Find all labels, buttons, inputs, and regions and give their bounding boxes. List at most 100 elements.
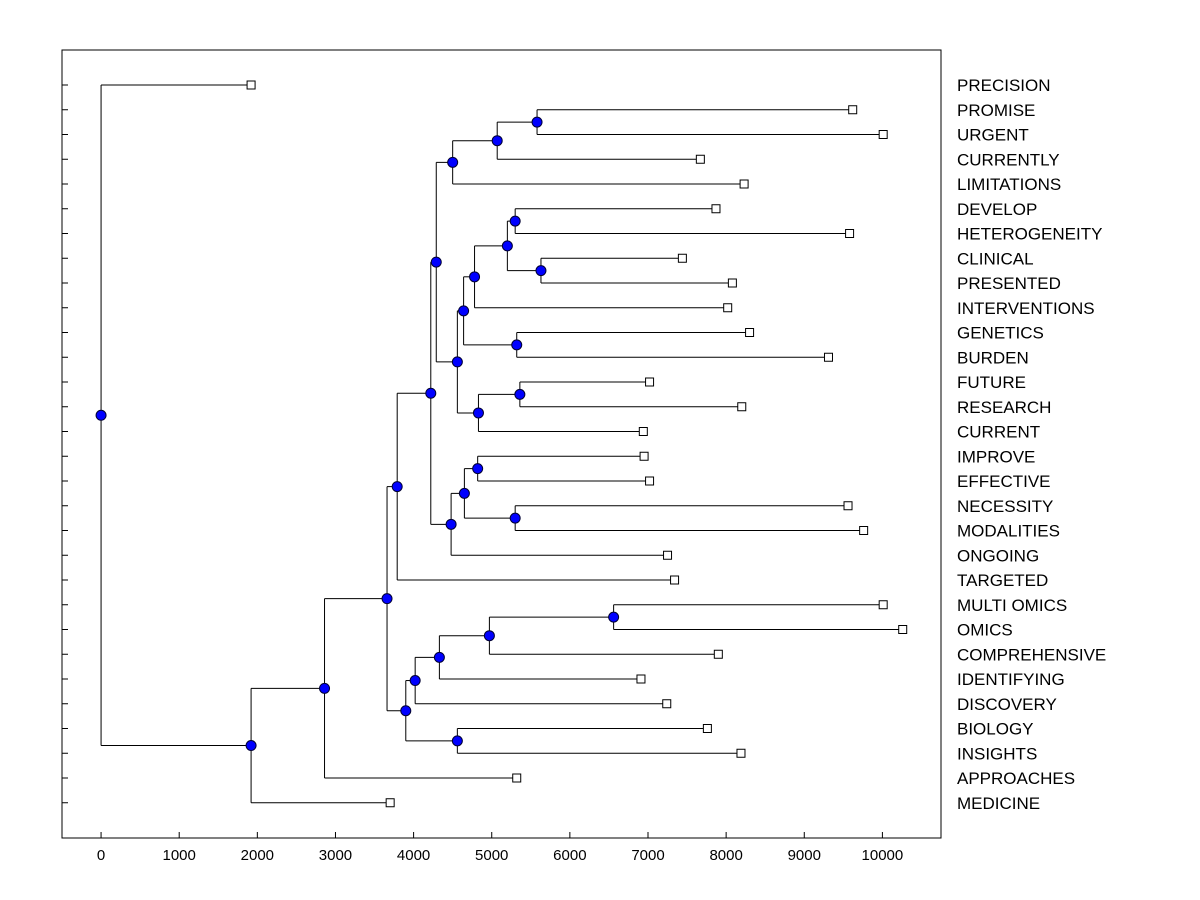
merge-node-n16	[458, 487, 470, 499]
leaf-label: MEDICINE	[957, 794, 1040, 813]
merge-node-n20	[608, 611, 620, 623]
leaf-marker-16	[645, 476, 655, 486]
leaf-label: IDENTIFYING	[957, 670, 1065, 689]
leaf-marker-14	[638, 427, 648, 436]
leaf-marker-24	[636, 674, 646, 684]
x-tick-label-4000: 4000	[397, 847, 430, 864]
x-tick-label-9000: 9000	[788, 847, 821, 864]
x-tick-label-10000: 10000	[862, 847, 904, 864]
x-tick-label-5000: 5000	[475, 847, 508, 864]
leaf-label: HETEROGENEITY	[957, 225, 1102, 244]
leaf-marker-12	[645, 377, 655, 387]
merge-node-n2	[491, 135, 503, 147]
x-tick-label-2000: 2000	[241, 847, 274, 864]
merge-node-n14	[472, 463, 484, 475]
merge-node-n8	[511, 339, 523, 351]
leaf-label: PRECISION	[957, 76, 1051, 95]
leaf-label: PRESENTED	[957, 274, 1061, 293]
merge-node-n15	[509, 512, 521, 524]
merge-node-n12	[451, 356, 463, 368]
x-tick-label-3000: 3000	[319, 847, 352, 864]
merge-node-n11	[472, 407, 484, 419]
leaf-label: OMICS	[957, 621, 1013, 640]
leaf-label: BURDEN	[957, 348, 1029, 367]
leaf-marker-13	[737, 402, 747, 412]
leaf-marker-2	[878, 130, 888, 139]
leaf-label: CLINICAL	[957, 249, 1034, 268]
x-tick-label-8000: 8000	[709, 847, 742, 864]
merge-node-n21	[483, 630, 495, 642]
merge-node-n19	[391, 481, 403, 493]
leaf-marker-7	[677, 253, 687, 263]
merge-node-n28	[245, 740, 257, 752]
merge-node-n6	[501, 240, 513, 252]
leaf-marker-3	[695, 154, 705, 164]
leaf-label: IMPROVE	[957, 447, 1035, 466]
leaf-label: RESEARCH	[957, 398, 1051, 417]
merge-node-n29	[95, 409, 107, 421]
merge-node-n7	[469, 271, 481, 283]
plot-frame	[61, 49, 942, 839]
leaf-label: APPROACHES	[957, 769, 1075, 788]
leaf-label: INTERVENTIONS	[957, 299, 1095, 318]
x-tick-label-6000: 6000	[553, 847, 586, 864]
merge-node-n17	[445, 518, 457, 530]
leaf-marker-10	[745, 328, 755, 337]
leaf-marker-6	[845, 229, 855, 238]
merge-node-n27	[319, 682, 331, 694]
leaf-label: COMPREHENSIVE	[957, 645, 1106, 664]
leaf-markers	[246, 80, 908, 808]
leaf-marker-22	[898, 625, 908, 634]
leaf-label: MULTI OMICS	[957, 596, 1067, 615]
merge-node-n26	[381, 593, 393, 605]
leaf-label: ONGOING	[957, 546, 1039, 565]
merge-node-n24	[451, 735, 463, 747]
leaf-marker-5	[711, 204, 721, 214]
leaf-marker-29	[385, 798, 395, 808]
leaf-marker-1	[848, 105, 858, 115]
leaf-marker-17	[843, 501, 853, 511]
x-tick-label-1000: 1000	[163, 847, 196, 864]
leaf-marker-21	[878, 600, 888, 610]
merge-nodes	[95, 116, 620, 752]
merge-node-n13	[430, 256, 442, 268]
leaf-marker-18	[859, 526, 869, 535]
leaf-label: CURRENT	[957, 423, 1040, 442]
merge-node-n1	[531, 116, 543, 128]
leaf-marker-25	[662, 699, 672, 709]
leaf-label: INSIGHTS	[957, 744, 1037, 763]
leaf-label: PROMISE	[957, 101, 1035, 120]
merge-node-n18	[425, 387, 437, 399]
leaf-label: NECESSITY	[957, 497, 1053, 516]
merge-node-n23	[409, 675, 421, 687]
merge-node-n10	[514, 388, 526, 400]
merge-node-n9	[458, 305, 470, 317]
merge-node-n4	[509, 215, 521, 227]
leaf-marker-9	[723, 303, 733, 313]
x-tick-label-0: 0	[97, 847, 105, 864]
leaf-label: TARGETED	[957, 571, 1048, 590]
leaf-label: DISCOVERY	[957, 695, 1057, 714]
leaf-marker-15	[639, 451, 649, 461]
leaf-label: URGENT	[957, 126, 1029, 145]
leaf-marker-4	[739, 179, 749, 189]
merge-node-n5	[535, 265, 547, 277]
merge-node-n22	[433, 651, 445, 663]
leaf-label: BIOLOGY	[957, 720, 1034, 739]
leaf-label: CURRENTLY	[957, 150, 1060, 169]
leaf-marker-8	[727, 278, 737, 288]
leaf-marker-26	[702, 724, 712, 733]
leaf-label: EFFECTIVE	[957, 472, 1051, 491]
leaf-marker-20	[670, 575, 680, 585]
leaf-label: DEVELOP	[957, 200, 1037, 219]
leaf-label: FUTURE	[957, 373, 1026, 392]
dendrogram-links	[100, 84, 903, 804]
axis-ticks: 0 1000 2000 3000 4000 5000 6000 7000 8000 9000 100…	[62, 84, 904, 864]
leaf-marker-23	[713, 649, 723, 659]
leaf-marker-28	[512, 773, 522, 783]
leaf-marker-0	[246, 80, 256, 90]
leaf-label: GENETICS	[957, 324, 1044, 343]
leaf-marker-27	[736, 748, 746, 758]
leaf-marker-11	[823, 352, 833, 362]
